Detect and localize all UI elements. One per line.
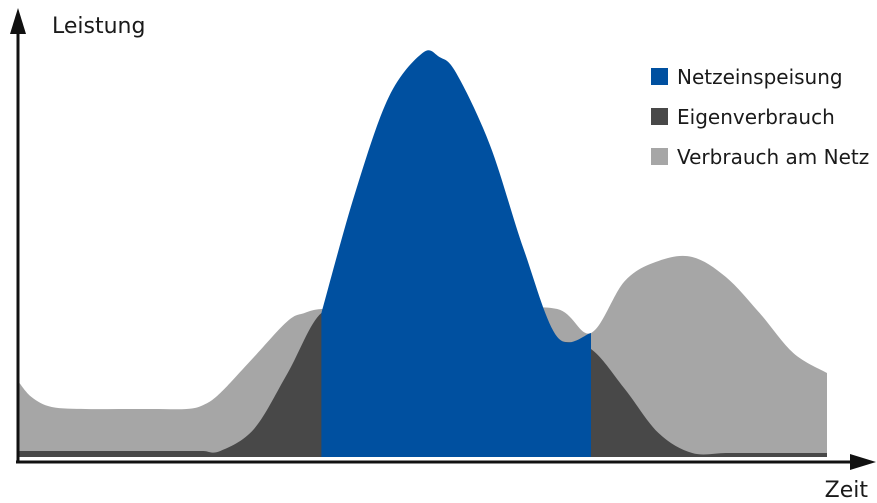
y-axis-label: Leistung (52, 14, 145, 39)
legend-label-eigenverbrauch: Eigenverbrauch (677, 105, 835, 129)
x-axis-arrow (850, 454, 876, 470)
legend-label-verbrauch-am-netz: Verbrauch am Netz (677, 145, 869, 169)
legend-label-netzeinspeisung: Netzeinspeisung (677, 65, 843, 89)
x-axis-label: Zeit (825, 478, 869, 503)
legend: Netzeinspeisung Eigenverbrauch Verbrauch a… (651, 65, 869, 169)
area-netzeinspeisung (321, 50, 591, 458)
legend-swatch-eigenverbrauch (651, 108, 668, 125)
legend-swatch-verbrauch-am-netz (651, 148, 668, 165)
y-axis-arrow (10, 8, 26, 34)
legend-swatch-netzeinspeisung (651, 68, 668, 85)
chart-areas (18, 50, 827, 458)
